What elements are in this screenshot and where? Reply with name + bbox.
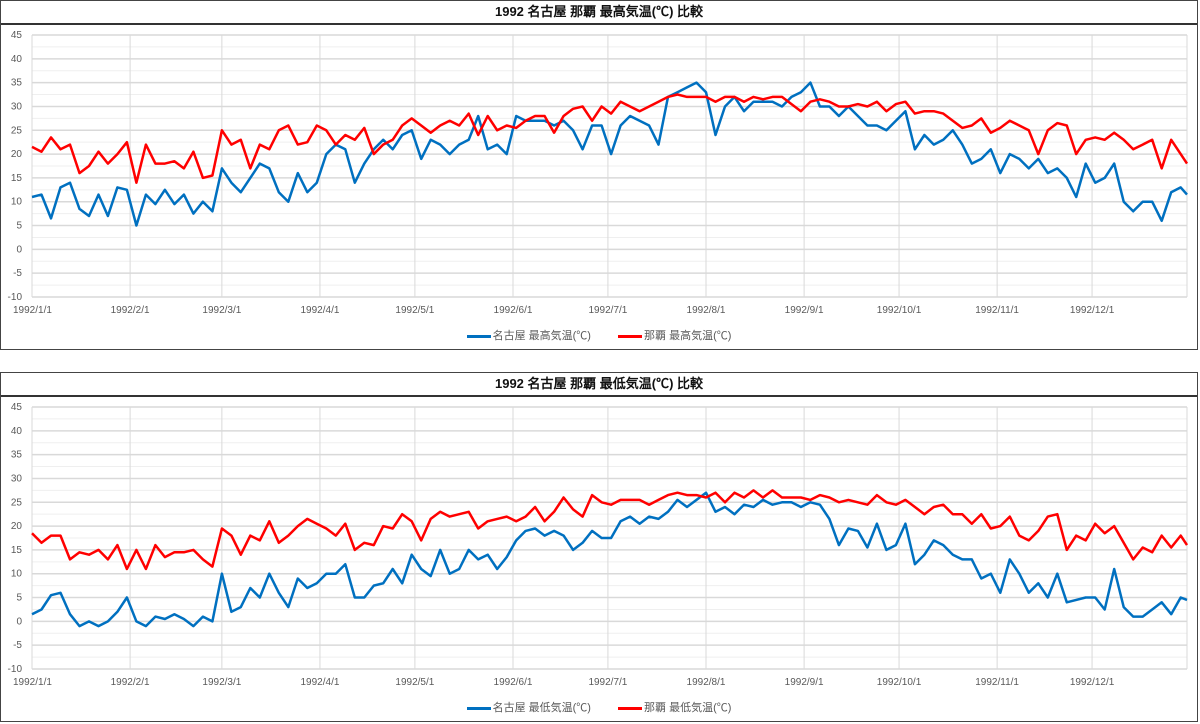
x-tick-label: 1992/12/1 (1070, 677, 1115, 688)
x-tick-label: 1992/6/1 (494, 677, 533, 688)
legend-label: 名古屋 最低気温(℃) (492, 702, 591, 714)
y-tick-label: 45 (11, 402, 23, 413)
x-tick-label: 1992/9/1 (785, 305, 824, 316)
min-temp-chart: 1992 名古屋 那覇 最低気温(℃) 比較 45 40 35 30 25 20 15 10 5… (0, 372, 1198, 722)
legend-item-naha: 那覇 最高気温(℃) (618, 327, 731, 343)
y-tick-label: 10 (11, 569, 23, 580)
x-tick-label: 1992/10/1 (877, 677, 922, 688)
x-tick-label: 1992/7/1 (588, 305, 627, 316)
x-tick-label: 1992/2/1 (111, 305, 150, 316)
legend-swatch-naha (618, 706, 643, 710)
series-line-nagoya (31, 81, 1188, 227)
legend-label: 那覇 最高気温(℃) (644, 330, 732, 342)
x-tick-label: 1992/6/1 (494, 305, 533, 316)
x-tick-label: 1992/10/1 (877, 305, 922, 316)
legend-label: 名古屋 最高気温(℃) (492, 330, 591, 342)
series-line-naha (31, 489, 1189, 571)
legend-label: 那覇 最低気温(℃) (644, 702, 732, 714)
x-tick-label: 1992/5/1 (395, 677, 434, 688)
x-tick-label: 1992/5/1 (395, 305, 434, 316)
y-tick-label: 35 (11, 450, 23, 461)
y-tick-label: 35 (11, 78, 23, 89)
x-tick-label: 1992/3/1 (202, 305, 241, 316)
y-tick-label: 5 (16, 593, 22, 604)
x-tick-label: 1992/1/1 (13, 677, 52, 688)
x-tick-label: 1992/7/1 (588, 677, 627, 688)
max-temp-plot: 45 40 35 30 25 20 15 10 5 0 -5 -10 1992/1/1 1992/2/1 1… (8, 30, 1189, 316)
y-tick-label: -10 (8, 292, 23, 303)
y-tick-label: 0 (16, 244, 22, 255)
y-tick-label: 30 (11, 101, 23, 112)
y-tick-label: 15 (11, 173, 23, 184)
chart-title: 1992 名古屋 那覇 最低気温(℃) 比較 (1, 373, 1197, 397)
y-tick-label: 25 (11, 497, 23, 508)
legend-swatch-nagoya (466, 706, 491, 710)
x-tick-label: 1992/4/1 (300, 677, 339, 688)
y-tick-label: -5 (13, 640, 22, 651)
legend-item-nagoya: 名古屋 最低気温(℃) (466, 699, 591, 715)
chart-legend: 名古屋 最高気温(℃) 那覇 最高気温(℃) (1, 327, 1197, 343)
y-tick-label: 30 (11, 473, 23, 484)
max-temp-chart: 1992 名古屋 那覇 最高気温(℃) 比較 45 40 35 30 25 20 15 10 5… (0, 0, 1198, 350)
legend-swatch-naha (618, 334, 643, 338)
chart-title: 1992 名古屋 那覇 最高気温(℃) 比較 (1, 1, 1197, 25)
y-tick-label: 25 (11, 125, 23, 136)
y-tick-label: 20 (11, 149, 23, 160)
y-tick-label: -5 (13, 268, 22, 279)
y-tick-label: 10 (11, 197, 23, 208)
y-tick-label: 20 (11, 521, 23, 532)
series-line-nagoya (31, 491, 1188, 628)
x-tick-label: 1992/11/1 (975, 305, 1019, 316)
y-tick-label: 40 (11, 426, 23, 437)
legend-item-nagoya: 名古屋 最高気温(℃) (466, 327, 591, 343)
y-tick-label: 0 (16, 616, 22, 627)
x-tick-label: 1992/3/1 (202, 677, 241, 688)
min-temp-plot: 45 40 35 30 25 20 15 10 5 0 -5 -10 1992/1/1 1992/2/1 1… (8, 402, 1189, 688)
y-tick-label: 15 (11, 545, 23, 556)
x-tick-label: 1992/12/1 (1070, 305, 1115, 316)
series-line-naha (31, 93, 1189, 184)
y-tick-label: 40 (11, 54, 23, 65)
chart-legend: 名古屋 最低気温(℃) 那覇 最低気温(℃) (1, 699, 1197, 715)
y-tick-label: 45 (11, 30, 23, 41)
x-tick-label: 1992/8/1 (687, 305, 726, 316)
x-tick-label: 1992/8/1 (687, 677, 726, 688)
x-tick-label: 1992/4/1 (300, 305, 339, 316)
x-tick-label: 1992/9/1 (785, 677, 824, 688)
y-tick-label: 5 (16, 221, 22, 232)
x-tick-label: 1992/11/1 (975, 677, 1019, 688)
y-tick-label: -10 (8, 664, 23, 675)
legend-swatch-nagoya (466, 334, 491, 338)
x-tick-label: 1992/2/1 (111, 677, 150, 688)
legend-item-naha: 那覇 最低気温(℃) (618, 699, 731, 715)
x-tick-label: 1992/1/1 (13, 305, 52, 316)
